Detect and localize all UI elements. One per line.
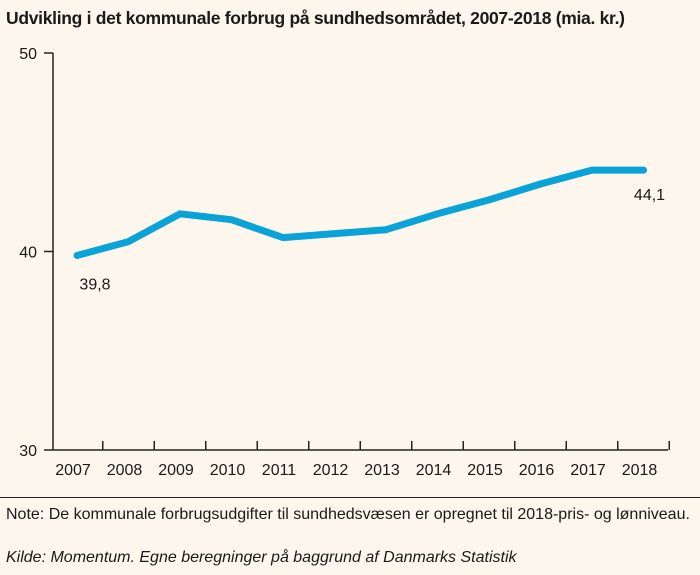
y-tick-label: 40 [19,245,37,262]
x-tick-label: 2007 [55,462,91,479]
x-axis: 2007 2008 2009 2010 2011 2012 2013 2014 2015 2016… [53,441,670,479]
x-tick-label: 2009 [158,462,194,479]
x-tick-label: 2010 [210,462,246,479]
y-tick-label: 50 [19,46,37,63]
x-tick-label: 2015 [467,462,503,479]
x-tick-label: 2018 [622,462,658,479]
chart-source: Kilde: Momentum. Egne beregninger på bag… [6,549,517,566]
x-tick-label: 2008 [107,462,143,479]
x-tick-label: 2016 [519,462,555,479]
x-tick-label: 2014 [416,462,452,479]
data-labels: 39,8 44,1 [79,187,665,293]
chart-note: Note: De kommunale forbrugsudgifter til … [6,506,690,523]
data-label: 39,8 [79,276,110,293]
x-tick-label: 2013 [364,462,400,479]
series-layer [73,166,647,259]
x-tick-label: 2011 [262,462,297,479]
series-line [73,166,647,259]
x-tick-label: 2017 [570,462,606,479]
footer-divider [0,497,700,498]
data-label: 44,1 [634,187,665,204]
y-tick-label: 30 [19,443,37,460]
x-tick-label: 2012 [313,462,349,479]
chart-title: Udvikling i det kommunale forbrug på sun… [6,8,625,28]
y-axis: 30 40 50 [19,46,54,460]
